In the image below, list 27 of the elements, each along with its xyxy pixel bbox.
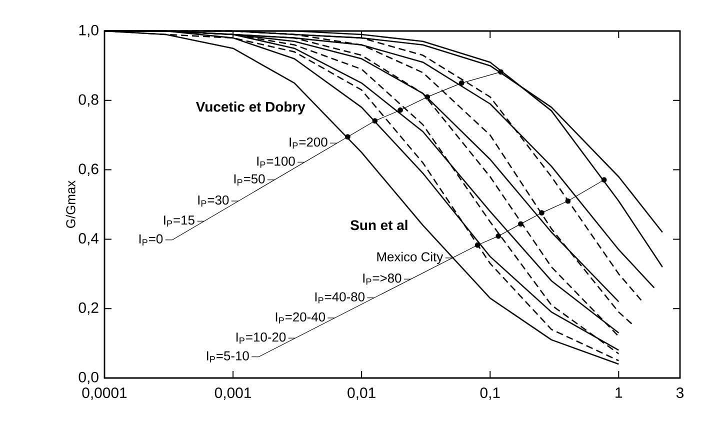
annotation: I$_{P}$=>80 (363, 274, 402, 285)
x-tick-label: 0,001 (214, 387, 251, 400)
annotation: I$_{P}$=40-80 (315, 292, 364, 304)
y-tick-label: 1,0 (79, 24, 98, 38)
x-tick-label: 3 (676, 387, 684, 398)
y-tick-label: 0,4 (78, 233, 99, 246)
y-tick-label: 0,2 (78, 302, 98, 315)
x-tick-label: 1 (616, 388, 622, 398)
y-tick-label: 0,0 (78, 372, 98, 384)
x-tick-label: 0,0001 (82, 387, 127, 400)
annotation: Sun et al (350, 220, 408, 230)
annotation: I$_{P}$=20-40 (276, 312, 326, 324)
annotation: I$_{P}$=100 (257, 156, 295, 168)
annotation: Mexico City (377, 252, 444, 264)
x-tick-label: 0,1 (480, 387, 500, 400)
y-tick-label: 0,8 (78, 94, 98, 107)
y-axis-title: G/Gmax (66, 180, 76, 228)
annotation: I$_{P}$=10-20 (236, 332, 286, 344)
x-tick-label: 0,01 (348, 387, 376, 400)
annotation: I$_{P}$=50 (234, 174, 265, 186)
annotation: I$_{P}$=15 (164, 216, 194, 227)
annotation: Vucetic et Dobry (196, 102, 306, 115)
y-tick-label: 0,6 (78, 164, 98, 176)
annotation: I$_{P}$=30 (198, 195, 229, 207)
annotation: I$_{P}$=5-10 (206, 351, 249, 362)
annotation: I$_{P}$=200 (290, 137, 328, 149)
annotation: I$_{P}$=0 (139, 234, 163, 246)
